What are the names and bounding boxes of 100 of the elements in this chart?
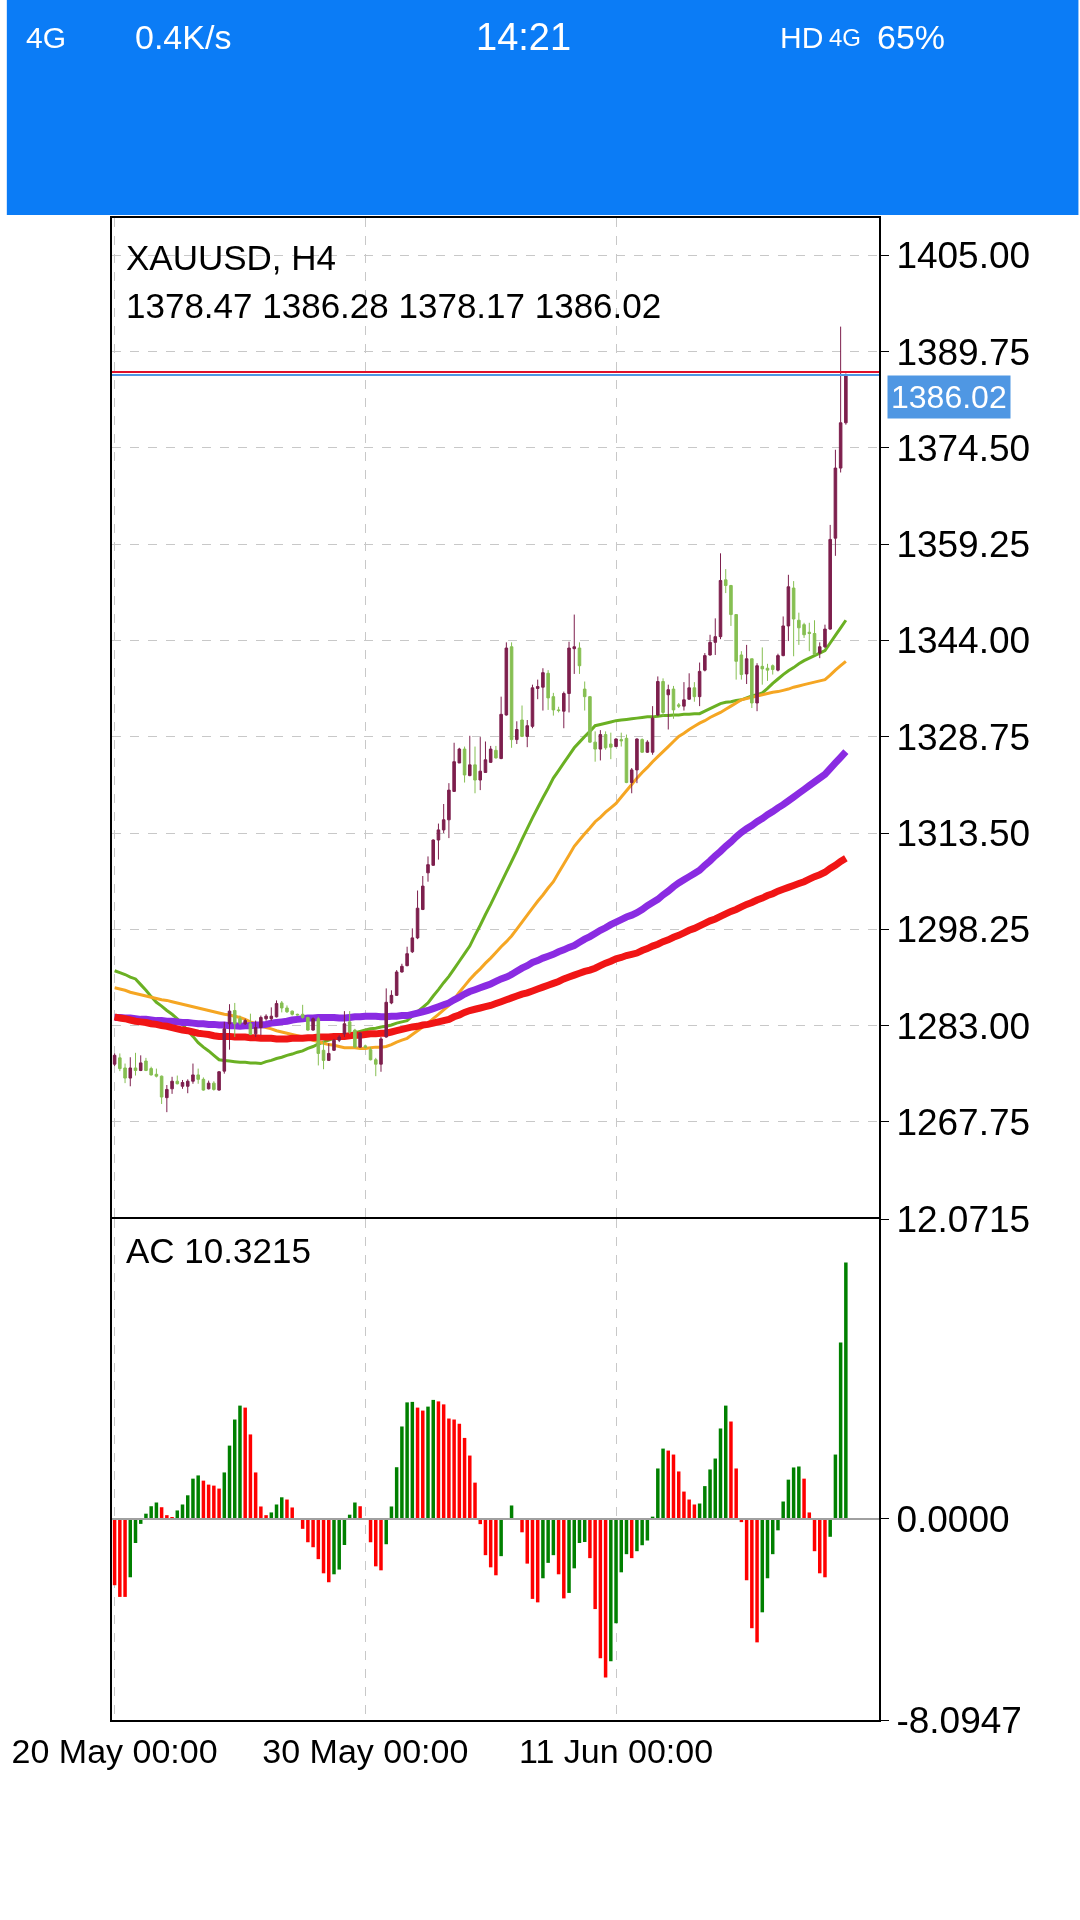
y-tick-label: 1359.25	[896, 524, 1031, 566]
candlestick	[692, 681, 697, 703]
bar	[327, 1518, 331, 1583]
candlestick	[718, 552, 723, 640]
candlestick	[180, 1079, 185, 1090]
bar	[421, 1410, 425, 1519]
x-tick-label: 20 May 00:00	[11, 1731, 218, 1770]
candlestick	[248, 1013, 253, 1036]
candlestick	[473, 746, 477, 794]
bar	[238, 1405, 242, 1519]
y-tick-label: 1344.00	[896, 620, 1031, 662]
y-tick-label: 1328.75	[896, 716, 1031, 758]
candlestick	[619, 732, 624, 748]
candlestick	[676, 702, 681, 709]
candlestick	[577, 641, 582, 675]
text: 0.4K/s	[135, 18, 232, 56]
candlestick	[384, 987, 388, 1039]
candlestick	[509, 641, 514, 749]
bar	[802, 1478, 806, 1519]
candlestick	[697, 662, 702, 707]
candlestick	[640, 737, 644, 754]
candlestick	[321, 1039, 326, 1070]
candlestick	[755, 662, 759, 712]
text: 1378.47 1386.28 1378.17 1386.02	[126, 286, 662, 325]
candlestick	[770, 665, 775, 676]
candlestick	[421, 875, 425, 911]
candlestick	[645, 739, 650, 754]
candlestick	[175, 1075, 180, 1085]
candlestick	[206, 1080, 211, 1090]
x-tick-label: 11 Jun 00:00	[518, 1731, 714, 1770]
candlestick	[227, 1003, 232, 1051]
chart-title: AC 10.3215	[126, 1231, 311, 1270]
candlestick	[556, 706, 561, 713]
bar	[499, 1518, 503, 1557]
candlestick	[405, 946, 409, 967]
y-tick-label: 1298.25	[896, 909, 1031, 951]
text: HD	[780, 21, 824, 54]
ref-line-label: 1386.02	[891, 379, 1007, 415]
bar	[844, 1262, 848, 1519]
y-tick-label: 12.0715	[896, 1198, 1031, 1240]
x-tick-label: 30 May 00:00	[262, 1731, 469, 1770]
candlestick	[598, 729, 603, 761]
candlestick	[812, 619, 817, 656]
candlestick	[170, 1076, 174, 1095]
candlestick	[494, 745, 498, 760]
bar	[353, 1502, 357, 1519]
bar	[562, 1518, 566, 1599]
bar	[781, 1501, 785, 1519]
candlestick	[212, 1080, 216, 1092]
y-tick-label: 1374.50	[896, 427, 1031, 469]
candlestick	[358, 1031, 362, 1049]
candlestick	[165, 1084, 169, 1113]
y-tick-label: 1267.75	[896, 1101, 1031, 1143]
y-tick-label: 1405.00	[896, 235, 1031, 277]
candlestick	[488, 745, 493, 764]
bar	[494, 1518, 498, 1576]
candlestick	[671, 685, 676, 720]
candlestick	[791, 580, 796, 657]
bar	[280, 1497, 284, 1519]
text: 4G	[829, 24, 862, 51]
candlestick	[650, 705, 655, 756]
candlestick	[311, 1016, 315, 1032]
candlestick	[750, 658, 754, 709]
candlestick	[159, 1075, 164, 1105]
bar	[243, 1407, 247, 1519]
text: 65%	[877, 18, 946, 56]
candlestick	[765, 663, 770, 682]
candlestick	[666, 684, 671, 730]
text: XAUUSD, H4	[126, 238, 337, 277]
candlestick	[515, 720, 519, 745]
y-tick-label: 1283.00	[896, 1005, 1031, 1047]
candlestick	[656, 675, 660, 717]
text: 4G	[26, 21, 67, 54]
y-tick-label: -8.0947	[896, 1699, 1022, 1741]
bar	[567, 1518, 571, 1593]
bar	[823, 1518, 827, 1578]
candlestick	[436, 823, 441, 861]
candlestick	[133, 1052, 138, 1077]
candlestick	[112, 1052, 117, 1067]
candlestick	[373, 1057, 378, 1077]
candlestick	[389, 989, 394, 1005]
candlestick	[525, 719, 530, 748]
candlestick	[483, 741, 488, 773]
y-tick-label: 0.0000	[896, 1498, 1010, 1540]
candlestick	[415, 890, 420, 940]
candlestick	[243, 1018, 247, 1025]
bar	[384, 1518, 388, 1545]
candlestick	[316, 1016, 321, 1066]
candlestick	[661, 677, 665, 717]
bar	[358, 1506, 362, 1519]
bar	[776, 1518, 780, 1531]
candlestick	[520, 705, 524, 738]
candlestick	[128, 1056, 133, 1087]
candlestick	[833, 449, 838, 557]
candlestick	[614, 737, 618, 748]
candlestick	[379, 1036, 383, 1073]
candlestick	[342, 1010, 347, 1038]
bar	[797, 1466, 801, 1519]
candlestick	[363, 1044, 368, 1049]
text: 14:21	[476, 16, 572, 58]
